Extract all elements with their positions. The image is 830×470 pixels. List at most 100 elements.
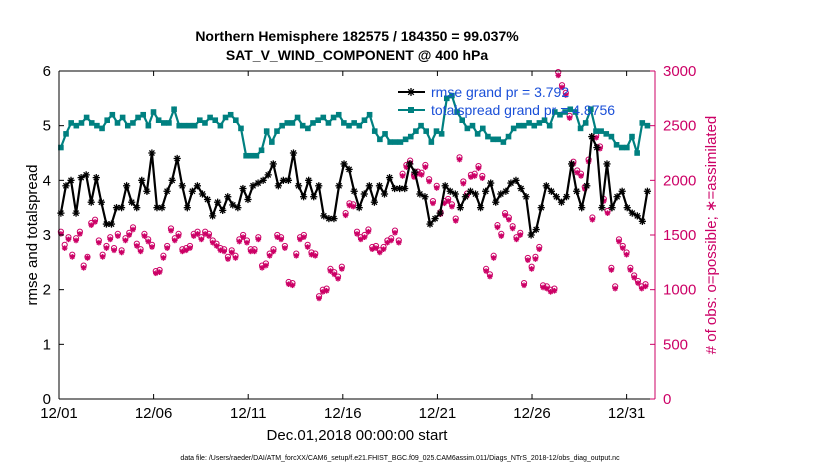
totalspread-point <box>351 120 357 126</box>
obs-assimilated-point <box>175 233 182 239</box>
obs-assimilated-point <box>301 234 307 240</box>
y-right-tick-label: 2000 <box>663 172 696 189</box>
obs-assimilated-point <box>566 115 573 121</box>
obs-assimilated-point <box>475 165 482 172</box>
rmse-point <box>239 184 247 193</box>
obs-assimilated-point <box>604 210 611 216</box>
obs-assimilated-point <box>202 231 208 237</box>
totalspread-point <box>382 131 388 137</box>
totalspread-point <box>109 111 116 118</box>
obs-assimilated-point <box>376 249 383 256</box>
rmse-point <box>507 179 515 187</box>
obs-assimilated-point <box>134 243 140 249</box>
obs-assimilated-point <box>240 234 246 240</box>
rmse-point <box>128 198 136 206</box>
legend-rmse-marker <box>407 88 415 96</box>
totalspread-point <box>557 111 563 118</box>
y-left-tick-label: 2 <box>43 282 51 299</box>
y-left-tick-label: 4 <box>43 172 51 189</box>
totalspread-point <box>495 136 502 143</box>
rmse-point <box>87 198 95 206</box>
totalspread-point <box>294 114 301 121</box>
rmse-point <box>527 231 535 239</box>
totalspread-point <box>423 128 429 134</box>
y-axis-left-ticks: 0 1 2 3 4 5 6 <box>43 63 64 408</box>
rmse-point <box>77 174 85 182</box>
obs-assimilated-point <box>73 237 79 244</box>
rmse-point <box>542 182 550 190</box>
totalspread-point <box>320 114 327 121</box>
totalspread-point <box>58 144 64 151</box>
totalspread-point <box>485 133 491 140</box>
totalspread-point <box>366 111 373 118</box>
rmse-point <box>315 182 323 190</box>
totalspread-point <box>454 109 460 115</box>
obs-assimilated-point <box>373 245 379 251</box>
rmse-point <box>274 182 282 190</box>
totalspread-point <box>330 114 337 121</box>
obs-assimilated-point <box>156 269 163 275</box>
obs-assimilated-point <box>342 212 349 219</box>
rmse-point <box>244 195 252 204</box>
obs-assimilated-point <box>517 232 524 238</box>
rmse-point <box>618 187 626 195</box>
rmse-point <box>567 160 576 168</box>
obs-assimilated-point <box>335 275 341 282</box>
rmse-point <box>487 179 495 187</box>
rmse-point <box>375 182 384 190</box>
rmse-point <box>72 209 80 217</box>
totalspread-point <box>562 109 568 115</box>
obs-assimilated-point <box>187 245 193 251</box>
totalspread-point <box>305 125 311 132</box>
obs-assimilated-point <box>380 246 387 253</box>
rmse-point <box>456 204 464 212</box>
obs-assimilated-point <box>198 236 205 243</box>
rmse-point <box>289 149 298 157</box>
obs-assimilated-point <box>536 246 543 253</box>
obs-assimilated-point <box>107 236 114 243</box>
totalspread-point <box>598 128 604 134</box>
x-tick-label: 12/11 <box>230 405 266 422</box>
totalspread-point <box>83 114 90 121</box>
obs-assimilated-point <box>209 239 216 246</box>
totalspread-point <box>289 120 296 126</box>
totalspread-point <box>88 120 95 126</box>
totalspread-point <box>68 120 74 126</box>
rmse-point <box>355 204 363 212</box>
rmse-point <box>471 190 480 198</box>
obs-assimilated-point <box>339 266 345 272</box>
obs-assimilated-point <box>171 237 178 244</box>
rmse-point <box>148 149 156 157</box>
y-axis-right-label: # of obs: o=possible; ∗=assimilated <box>703 116 720 355</box>
obs-assimilated-point <box>509 225 516 232</box>
rmse-point <box>502 187 510 195</box>
obs-assimilated-point <box>130 226 136 233</box>
obs-assimilated-point <box>506 216 512 223</box>
obs-assimilated-point <box>494 224 501 231</box>
totalspread-point <box>608 133 615 140</box>
totalspread-point <box>567 106 574 113</box>
totalspread-point <box>150 109 157 115</box>
obs-assimilated-point <box>502 212 508 219</box>
obs-assimilated-point <box>84 255 91 261</box>
totalspread-point <box>613 142 620 148</box>
rmse-point <box>198 190 207 198</box>
totalspread-point <box>341 120 347 126</box>
totalspread-point <box>171 106 177 113</box>
rmse-point <box>598 204 606 212</box>
obs-assimilated-point <box>638 285 645 292</box>
obs-assimilated-point <box>426 178 432 185</box>
rmse-point <box>613 193 621 201</box>
rmse-point <box>557 198 566 206</box>
y-left-tick-label: 1 <box>43 336 51 353</box>
y-left-tick-label: 0 <box>43 391 51 408</box>
obs-assimilated-point <box>642 283 649 290</box>
totalspread-point <box>356 122 363 129</box>
obs-assimilated-point <box>331 271 338 278</box>
rmse-point <box>208 212 217 220</box>
obs-assimilated-point <box>490 255 497 261</box>
totalspread-point <box>531 122 538 129</box>
rmse-point <box>380 190 389 198</box>
obs-assimilated-point <box>327 268 334 274</box>
rmse-point <box>178 182 186 190</box>
